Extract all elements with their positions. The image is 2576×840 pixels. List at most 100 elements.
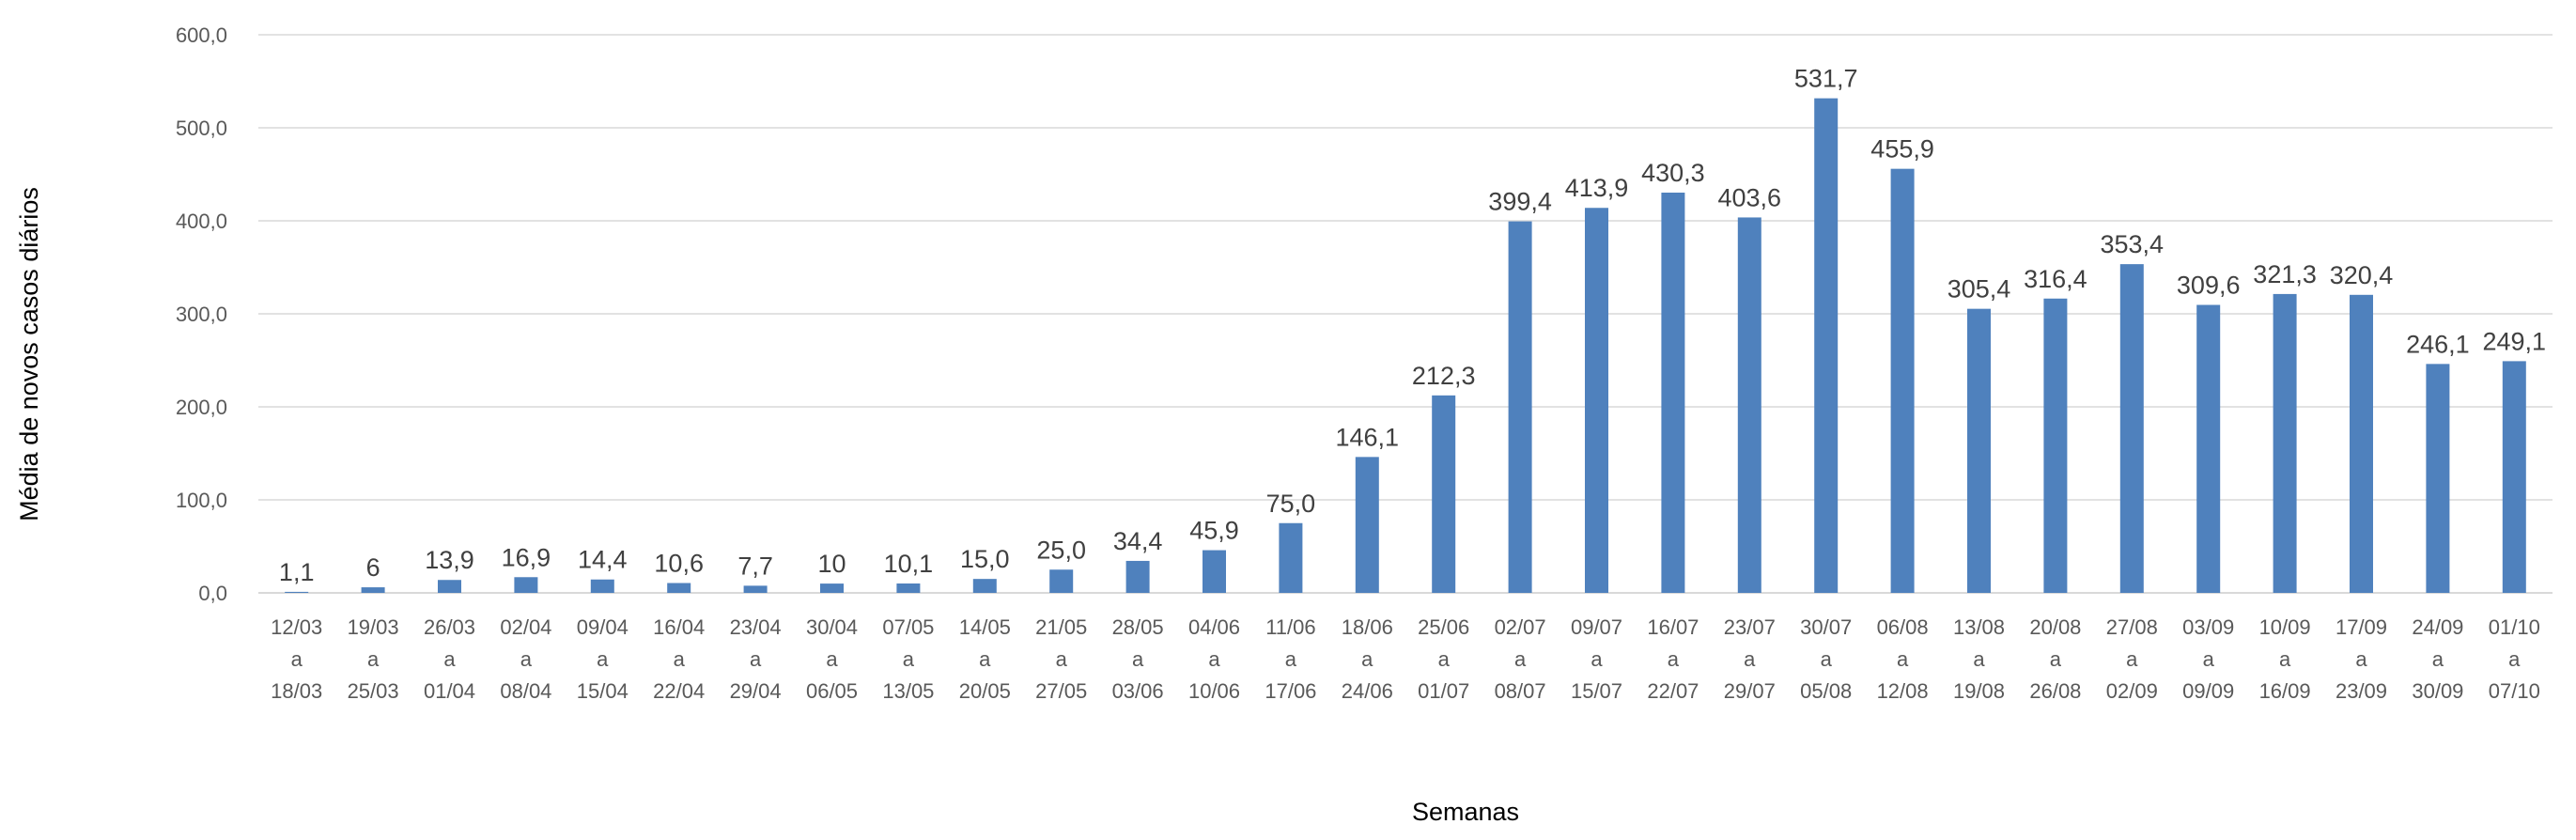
data-label: 25,0 (1036, 536, 1086, 564)
x-tick-label: 13/08 a 19/08 (1953, 615, 2005, 703)
x-tick-label: 30/04 a 06/05 (806, 615, 858, 703)
bar (1203, 550, 1226, 593)
x-tick-label: 16/04 a 22/04 (653, 615, 705, 703)
x-tick-label: 27/08 a 02/09 (2106, 615, 2158, 703)
x-tick-label: 03/09 a 09/09 (2182, 615, 2234, 703)
bar (896, 583, 921, 593)
data-label: 531,7 (1794, 65, 1858, 93)
bar (2043, 298, 2068, 593)
y-tick-label: 300,0 (176, 303, 227, 326)
x-tick-label: 20/08 a 26/08 (2029, 615, 2081, 703)
bar (2196, 304, 2221, 593)
x-tick-label: 12/03 a 18/03 (271, 615, 322, 703)
bar (667, 583, 691, 593)
data-label: 212,3 (1412, 362, 1476, 390)
x-tick-label: 01/10 a 07/10 (2489, 615, 2540, 703)
x-tick-label: 09/07 a 15/07 (1571, 615, 1622, 703)
bar (1508, 221, 1532, 593)
data-label: 403,6 (1718, 183, 1782, 211)
data-label: 455,9 (1870, 135, 1934, 163)
bar (2350, 294, 2373, 593)
bar (2119, 264, 2144, 593)
data-label: 246,1 (2406, 330, 2470, 358)
bar (361, 587, 385, 593)
data-label: 16,9 (502, 543, 551, 571)
x-axis-title: Semanas (1412, 798, 1519, 826)
data-label: 305,4 (1948, 275, 2011, 303)
bars (285, 98, 2526, 594)
x-tick-label: 26/03 a 01/04 (424, 615, 475, 703)
bar (1125, 560, 1150, 593)
x-tick-label: 16/07 a 22/07 (1647, 615, 1699, 703)
bar (1737, 217, 1761, 593)
x-tick-label: 19/03 a 25/03 (348, 615, 399, 703)
x-tick-label: 18/06 a 24/06 (1342, 615, 1393, 703)
data-label: 430,3 (1641, 159, 1705, 187)
x-tick-label: 30/07 a 05/08 (1800, 615, 1852, 703)
data-label: 45,9 (1189, 517, 1239, 545)
y-tick-label: 400,0 (176, 210, 227, 233)
bar (438, 580, 461, 593)
data-label: 13,9 (425, 546, 474, 574)
bar (514, 577, 538, 593)
x-tick-label: 23/07 a 29/07 (1724, 615, 1776, 703)
data-label: 34,4 (1113, 527, 1163, 555)
bar (1279, 522, 1303, 593)
bar (2273, 293, 2297, 593)
x-tick-label: 24/09 a 30/09 (2412, 615, 2463, 703)
x-tick-label: 28/05 a 03/06 (1112, 615, 1164, 703)
data-label: 10 (817, 550, 846, 578)
data-label: 353,4 (2101, 230, 2165, 258)
x-tick-label: 25/06 a 01/07 (1418, 615, 1469, 703)
bar (285, 591, 309, 593)
data-label: 146,1 (1336, 423, 1400, 451)
x-tick-label: 10/09 a 16/09 (2259, 615, 2311, 703)
gridlines (258, 34, 2553, 594)
data-labels: 1,1 6 13,9 16,9 14,4 10,6 7,7 10 10,1 15,0 25,0 34,… (279, 65, 2546, 586)
bar (1814, 98, 1839, 593)
y-tick-label: 600,0 (176, 23, 227, 47)
bar (1355, 457, 1379, 593)
data-label: 10,6 (654, 550, 704, 578)
data-label: 15,0 (960, 545, 1010, 573)
y-tick-label: 100,0 (176, 489, 227, 512)
x-tick-label: 06/08 a 12/08 (1877, 615, 1929, 703)
data-label: 316,4 (2024, 265, 2087, 293)
data-label: 413,9 (1565, 174, 1629, 202)
y-tick-label: 0,0 (198, 582, 227, 605)
x-tick-label: 07/05 a 13/05 (882, 615, 934, 703)
y-tick-label: 500,0 (176, 117, 227, 140)
data-label: 249,1 (2483, 327, 2547, 355)
data-label: 399,4 (1488, 188, 1552, 216)
x-tick-label: 14/05 a 20/05 (959, 615, 1011, 703)
data-label: 75,0 (1266, 490, 1316, 518)
bar (972, 579, 997, 593)
data-label: 10,1 (884, 550, 934, 578)
y-tick-label: 200,0 (176, 396, 227, 419)
bar (1890, 168, 1915, 593)
data-label: 6 (366, 553, 380, 582)
bar (1049, 569, 1074, 593)
data-label: 321,3 (2253, 260, 2317, 288)
x-axis-ticks: 12/03 a 18/03 19/03 a 25/03 26/03 a 01/04 02/04 a 0… (271, 615, 2540, 703)
data-label: 7,7 (737, 552, 773, 580)
bar (1661, 193, 1685, 594)
bar (1967, 308, 1991, 593)
x-tick-label: 02/07 a 08/07 (1495, 615, 1546, 703)
bar (820, 583, 844, 593)
x-tick-label: 21/05 a 27/05 (1035, 615, 1087, 703)
data-label: 1,1 (279, 558, 315, 586)
x-tick-label: 11/06 a 17/06 (1265, 615, 1316, 703)
bar (743, 585, 768, 593)
data-label: 320,4 (2330, 261, 2394, 289)
bar (1585, 208, 1608, 593)
y-axis-ticks: 0,0 100,0 200,0 300,0 400,0 500,0 600,0 (176, 23, 227, 605)
x-tick-label: 02/04 a 08/04 (500, 615, 551, 703)
bar (2502, 361, 2526, 593)
x-tick-label: 23/04 a 29/04 (730, 615, 782, 703)
x-tick-label: 17/09 a 23/09 (2335, 615, 2387, 703)
x-tick-label: 09/04 a 15/04 (577, 615, 628, 703)
bar (1432, 395, 1456, 593)
bar (2426, 364, 2450, 593)
